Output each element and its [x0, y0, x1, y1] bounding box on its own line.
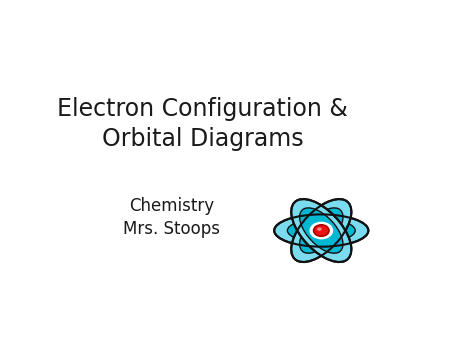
- Ellipse shape: [300, 208, 343, 253]
- Ellipse shape: [291, 199, 351, 262]
- Ellipse shape: [274, 214, 369, 247]
- Ellipse shape: [288, 219, 355, 242]
- Circle shape: [310, 222, 333, 239]
- Circle shape: [317, 227, 322, 231]
- Text: Electron Configuration &
Orbital Diagrams: Electron Configuration & Orbital Diagram…: [57, 97, 348, 151]
- Ellipse shape: [300, 208, 343, 253]
- Text: Chemistry
Mrs. Stoops: Chemistry Mrs. Stoops: [123, 197, 220, 238]
- Circle shape: [314, 225, 329, 236]
- Ellipse shape: [291, 199, 351, 262]
